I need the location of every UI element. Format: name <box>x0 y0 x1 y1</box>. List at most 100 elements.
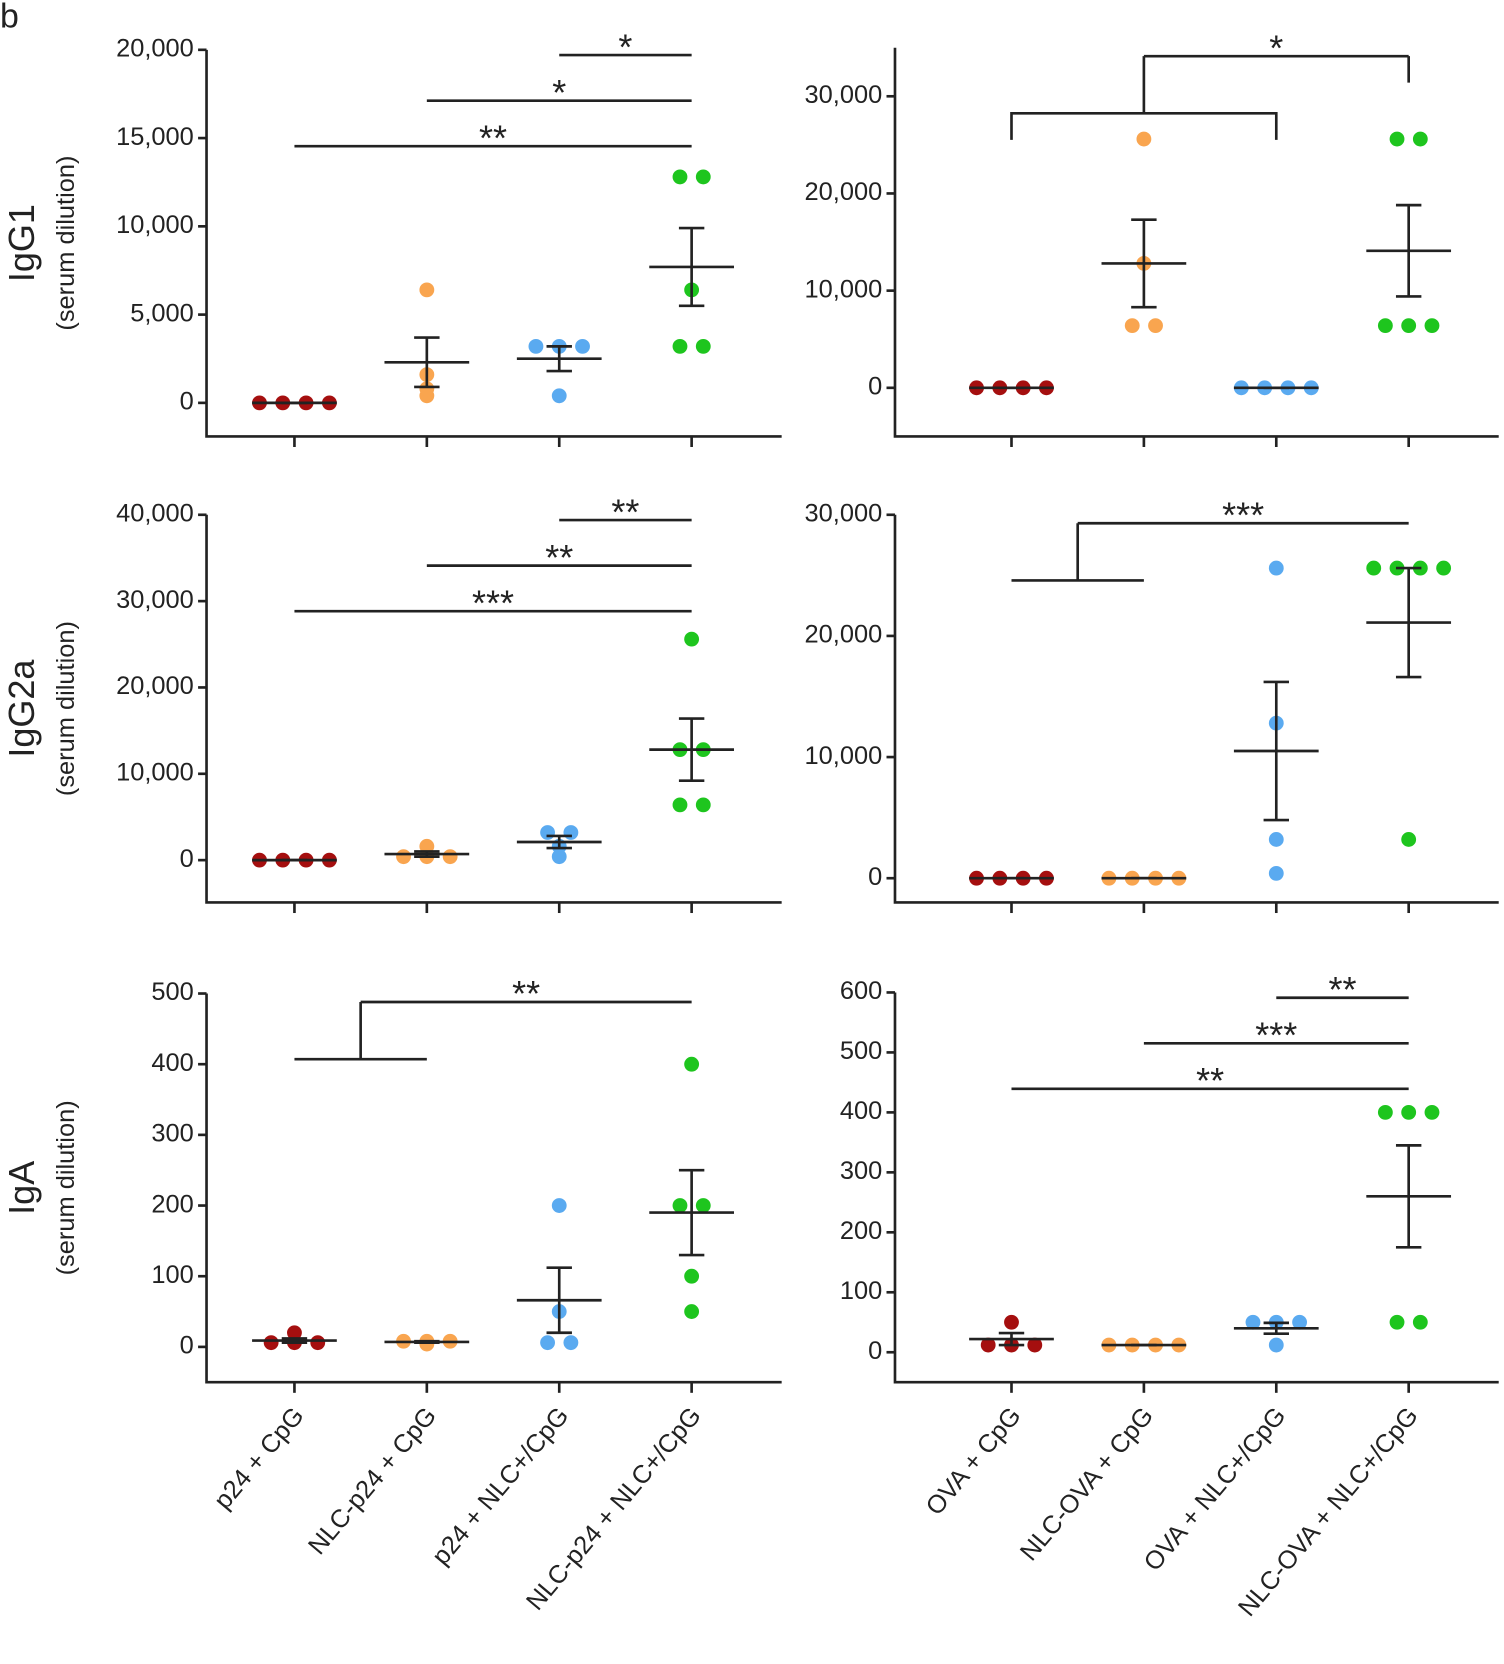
dot <box>419 282 435 298</box>
y-tick-label: 30,000 <box>116 586 194 614</box>
x-tick-label: OVA + NLC+/CpG <box>1139 1402 1292 1576</box>
y-tick-label: 0 <box>180 1332 194 1360</box>
dot <box>672 1198 688 1213</box>
axis <box>893 514 1499 904</box>
dot <box>1268 1337 1284 1353</box>
y-tick-label: 30,000 <box>805 81 883 109</box>
y-tick-label: 20,000 <box>116 672 194 700</box>
error-bar <box>1395 1144 1422 1249</box>
dot <box>684 1304 700 1319</box>
error-bar <box>998 1331 1025 1347</box>
dot <box>263 1335 279 1351</box>
y-axis-label: IgG2a <box>1 659 42 758</box>
y-tick-label: 20,000 <box>116 35 194 63</box>
error-bar <box>546 1266 572 1335</box>
dot <box>1292 1314 1307 1330</box>
y-tick-label: 0 <box>868 373 882 401</box>
axis <box>205 514 782 904</box>
dot <box>1004 1314 1019 1330</box>
dot <box>540 1335 555 1351</box>
dot <box>684 1268 700 1284</box>
error-bar <box>414 850 440 858</box>
significance-label: *** <box>1222 494 1264 535</box>
dot <box>563 825 579 840</box>
y-tick-label: 500 <box>840 1037 882 1065</box>
y-axis-label: IgG1 <box>1 204 42 282</box>
significance-label: ** <box>1328 969 1356 1010</box>
dot <box>695 797 711 813</box>
axis <box>893 992 1499 1384</box>
dot <box>551 388 567 404</box>
y-tick-label: 40,000 <box>116 500 194 528</box>
dot <box>540 825 555 840</box>
significance-label: ** <box>512 973 540 1014</box>
y-tick-label: 10,000 <box>116 211 194 239</box>
dot <box>1124 318 1140 334</box>
dot <box>672 169 688 185</box>
x-tick-label: NLC-p24 + CpG <box>303 1402 442 1560</box>
x-tick-label: p24 + CpG <box>209 1402 310 1515</box>
dot <box>1377 1104 1393 1120</box>
y-axis-sublabel: (serum dilution) <box>52 621 80 796</box>
y-tick-label: 300 <box>151 1120 193 1148</box>
y-tick-label: 30,000 <box>805 500 883 528</box>
dot <box>563 1335 579 1351</box>
significance-label: *** <box>472 582 514 623</box>
error-bar <box>1131 218 1157 309</box>
x-tick-label: OVA + CpG <box>921 1402 1027 1521</box>
dot <box>1245 1314 1261 1330</box>
significance-label: ** <box>545 537 573 578</box>
dot <box>695 338 711 354</box>
axis <box>893 47 1499 438</box>
y-tick-label: 200 <box>840 1217 882 1245</box>
dot <box>1401 1104 1417 1120</box>
dot <box>1377 318 1393 334</box>
significance-label: * <box>552 72 566 113</box>
dot <box>287 1325 302 1341</box>
dot <box>684 631 700 647</box>
dot <box>684 1056 700 1072</box>
panel-label: b <box>0 0 19 36</box>
error-bar <box>281 1337 308 1344</box>
significance-bracket <box>1011 521 1409 582</box>
y-tick-label: 500 <box>151 978 193 1006</box>
error-bar <box>1395 566 1422 679</box>
dot <box>1436 560 1452 576</box>
y-tick-label: 10,000 <box>116 759 194 787</box>
dot <box>419 838 435 854</box>
y-tick-label: 200 <box>151 1190 193 1218</box>
error-bar <box>546 345 572 373</box>
y-tick-label: 15,000 <box>116 123 194 151</box>
dot <box>672 797 688 813</box>
y-tick-label: 10,000 <box>805 275 883 303</box>
y-tick-label: 0 <box>180 845 194 873</box>
dot <box>1401 318 1417 334</box>
dot <box>575 338 590 354</box>
significance-label: ** <box>479 117 507 158</box>
error-bar <box>1263 680 1289 822</box>
y-tick-label: 20,000 <box>805 621 883 649</box>
error-bar <box>678 1168 705 1257</box>
y-tick-label: 0 <box>868 1337 882 1365</box>
error-bar <box>678 717 705 783</box>
dot <box>672 338 688 354</box>
error-bar <box>414 336 440 389</box>
error-bar <box>414 1339 440 1344</box>
significance-label: * <box>618 26 632 67</box>
dot <box>1424 1104 1440 1120</box>
y-tick-label: 400 <box>840 1097 882 1125</box>
dot <box>1401 832 1417 847</box>
y-axis-label: IgA <box>1 1161 42 1215</box>
dot <box>310 1335 326 1351</box>
y-tick-label: 300 <box>840 1157 882 1185</box>
x-tick-label: NLC-OVA + CpG <box>1015 1402 1159 1566</box>
dot <box>980 1337 996 1353</box>
dot <box>442 849 458 865</box>
dot <box>1136 131 1152 147</box>
dot <box>1268 560 1284 576</box>
y-tick-label: 20,000 <box>805 178 883 206</box>
y-tick-label: 100 <box>840 1277 882 1305</box>
axis <box>205 993 782 1384</box>
dot <box>419 381 435 397</box>
